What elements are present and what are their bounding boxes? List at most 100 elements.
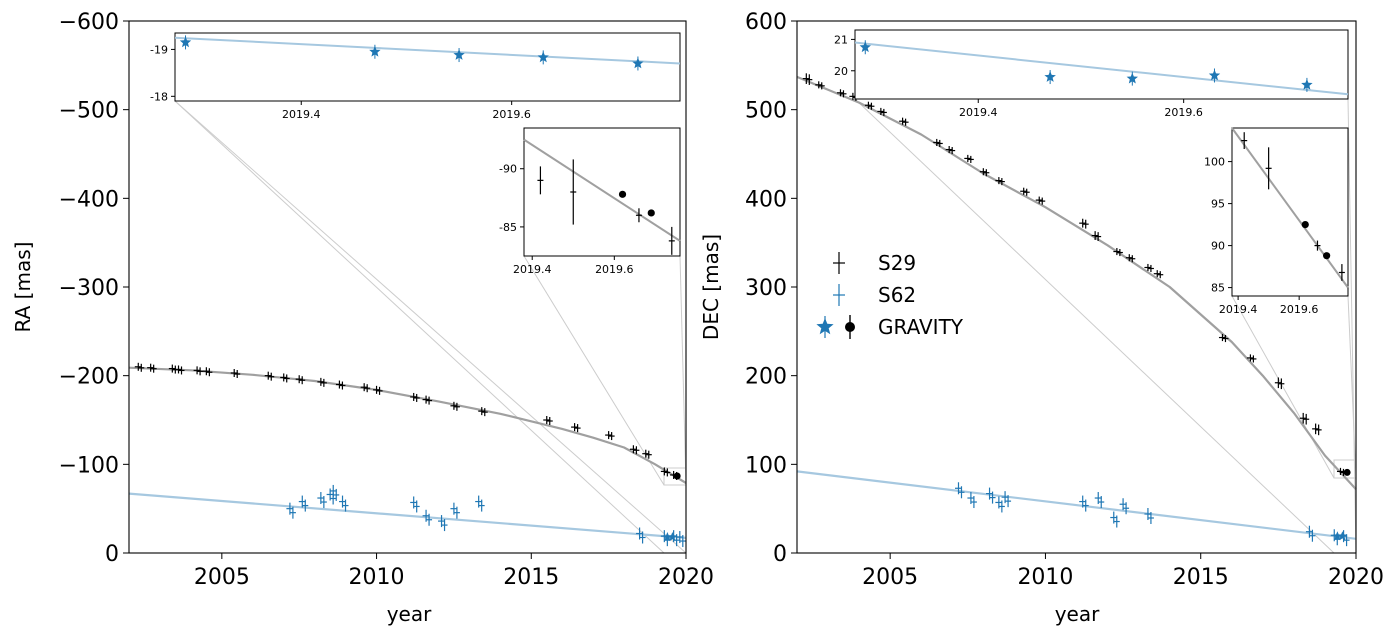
s29-data-point [633,446,640,455]
s29-data-point [840,90,847,98]
inset-y-tick-label: 85 [1211,282,1225,295]
y-tick-label: 200 [745,365,787,390]
inset-s29-data-point [1314,240,1321,251]
s29-data-point [605,431,613,440]
right-x-axis-label: year [1055,602,1100,626]
y-tick-label: −200 [59,365,119,390]
inset-s29-data-point [1338,264,1345,281]
inset-gravity-star [859,41,871,53]
s29-data-point [234,370,241,379]
inset-connector-line [174,100,665,554]
left-data-points [134,362,686,548]
s29-data-point [945,146,953,154]
s29-data-point [1222,334,1229,343]
s29-data-point [998,178,1005,186]
y-tick-label: −400 [59,187,119,212]
left-y-axis-label: RA [mas] [11,242,35,333]
right-axis-ticks: 2005 2010 2015 2020 0 100 200 300 400 500 600 [745,10,1384,590]
inset-y-tick-label: -90 [499,163,517,176]
y-tick-label: 0 [773,542,787,567]
s29-data-point [1082,219,1089,229]
s29-data-point [335,380,343,389]
s29-data-point [168,364,176,373]
y-tick-label: 400 [745,187,787,212]
s29-data-point [264,371,272,380]
s62-data-point [426,513,433,526]
inset-connector-line [523,255,665,486]
s29-orbit-line [128,366,687,484]
s29-data-point [1095,232,1102,242]
s62-data-point [453,506,460,519]
s29-data-point [933,138,941,147]
s62-data-point [1147,511,1154,524]
right-s29-inset: 2019.4 2019.6 100 95 90 85 [1204,127,1349,316]
s29-data-point [660,467,668,476]
x-tick-label: 2015 [503,565,559,590]
s29-data-point [206,368,213,377]
s29-data-point [1116,248,1123,257]
s62-data-point [998,500,1005,513]
s29-data-point [964,154,972,162]
inset-s29-data-point [668,226,675,255]
x-tick-label: 2005 [862,565,918,590]
inset-gravity-dot [618,190,627,198]
s29-data-point [815,81,823,89]
s29-data-point [546,417,553,425]
s62-data-point [441,519,448,532]
s62-data-point [478,499,485,512]
right-data-points [802,73,1351,547]
s29-data-point [280,373,288,382]
legend-label-s62: S62 [878,283,916,307]
s29-data-point [1312,423,1320,435]
s62-orbit-line [128,492,687,539]
s62-data-point [1343,534,1350,547]
inset-y-tick-label: 20 [834,65,848,78]
s29-data-point [360,383,368,392]
s29-data-point [317,377,325,386]
s62-data-point [958,486,965,499]
s62-data-point [970,496,977,509]
s62-data-point [1309,529,1316,542]
s29-data-point [373,385,381,394]
s29-data-point [478,407,486,416]
inset-connector-line [1347,295,1357,479]
s62-data-point [1082,499,1089,512]
left-s62-inset: 2019.4 2019.6 -18 -19 [150,32,681,121]
s29-data-point [1023,188,1030,196]
s29-data-point [422,395,430,404]
inset-connector-line [174,100,687,554]
inset-y-tick-label: 21 [834,33,848,46]
inset-gravity-star [369,45,381,57]
s29-data-point [936,139,943,148]
s29-data-point [150,364,157,373]
s29-gravity-dot [1343,468,1351,476]
s29-data-point [608,432,615,441]
s29-data-point [1129,255,1136,263]
s62-gravity-star [1332,531,1343,541]
legend-marker-s62 [833,284,845,306]
s29-data-point [1315,424,1322,436]
y-tick-label: 500 [745,99,787,124]
inset-gravity-dot [1323,252,1331,260]
inset-frame [523,127,681,257]
inset-frame [1231,127,1349,297]
s62-data-point [1005,495,1012,508]
s29-data-point [320,378,327,387]
y-tick-label: −600 [59,10,119,35]
s29-data-point [645,450,652,459]
legend-label-s29: S29 [878,251,916,275]
s62-data-point [1113,515,1120,528]
inset-y-tick-label: -18 [150,90,168,103]
s29-data-point [983,169,990,177]
inset-gravity-star [537,51,549,63]
s62-data-point [302,499,309,512]
s29-data-point [426,396,433,405]
s29-data-point [202,367,210,376]
s29-data-point [481,408,488,417]
inset-x-tick-label: 2019.6 [595,263,634,276]
s62-gravity-star [662,532,673,542]
s62-data-point [289,506,296,519]
s29-data-point [410,392,418,401]
s62-data-point [333,488,340,501]
